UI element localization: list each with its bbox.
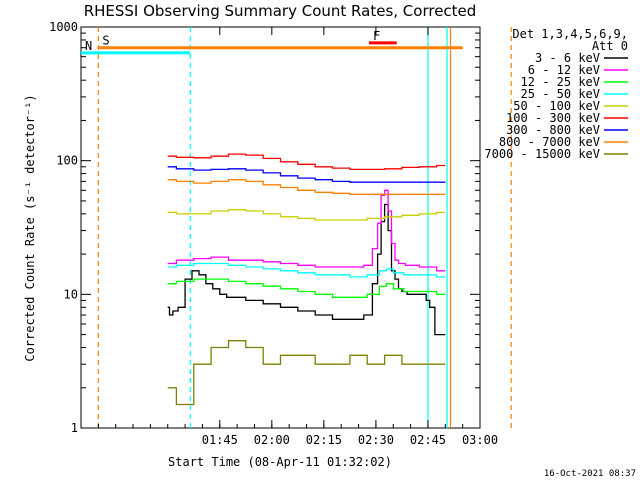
series-line-8 (167, 340, 446, 406)
vertical-lines (97, 27, 512, 428)
legend-label-3: 25 - 50 keV (521, 87, 600, 101)
x-tick-label: 01:45 (202, 433, 238, 447)
legend-label-8: 7000 - 15000 keV (484, 147, 600, 161)
chart-title: RHESSI Observing Summary Count Rates, Co… (84, 2, 477, 20)
series-line-1 (167, 189, 446, 272)
x-tick-label: 03:00 (462, 433, 498, 447)
legend-label-6: 300 - 800 keV (506, 123, 600, 137)
marker-bars: SN F (81, 29, 463, 55)
series-line-7 (167, 179, 446, 195)
x-tick-label: 02:15 (306, 433, 342, 447)
legend-label-1: 6 - 12 keV (528, 63, 600, 77)
marker-label-N: N (85, 39, 92, 53)
series-line-6 (167, 166, 446, 183)
x-tick-label: 02:45 (410, 433, 446, 447)
legend-label-5: 100 - 300 keV (506, 111, 600, 125)
legend-label-0: 3 - 6 keV (535, 51, 600, 65)
series-line-5 (167, 153, 446, 171)
axes: 01:45 02:00 02:15 02:30 02:45 03:00 1 10 100 1000 (49, 20, 498, 447)
series-line-4 (167, 209, 446, 221)
marker-label-S: S (102, 34, 109, 48)
legend-label-4: 50 - 100 keV (513, 99, 600, 113)
legend-label-7: 800 - 7000 keV (499, 135, 600, 149)
series-lines (167, 153, 446, 406)
plot-frame (80, 26, 481, 429)
y-tick-label: 10 (64, 287, 78, 301)
x-tick-label: 02:30 (358, 433, 394, 447)
legend-label-2: 12 - 25 keV (521, 75, 600, 89)
x-tick-label: 02:00 (254, 433, 290, 447)
y-tick-label: 1 (71, 421, 78, 435)
legend-header-1: Att 0 (592, 39, 628, 53)
y-axis-label: Corrected Count Rate (s⁻¹ detector⁻¹) (23, 94, 37, 361)
legend-header-0: Det 1,3,4,5,6,9, (512, 27, 628, 41)
x-axis-label: Start Time (08-Apr-11 01:32:02) (168, 455, 392, 469)
series-line-2 (167, 278, 446, 298)
marker-label-F: F (373, 29, 380, 43)
y-tick-label: 100 (56, 154, 78, 168)
series-line-3 (167, 262, 446, 278)
footer-timestamp: 16-Oct-2021 08:37 (544, 469, 636, 479)
series-line-0 (167, 203, 446, 336)
y-tick-label: 1000 (49, 20, 78, 34)
